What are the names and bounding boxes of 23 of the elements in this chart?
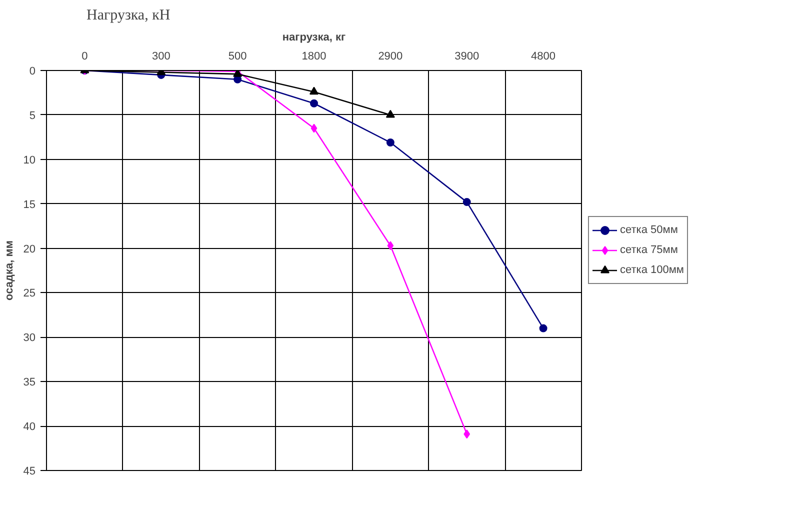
y-tick-label: 20 [23,243,36,256]
y-axis-title: осадка, мм [3,240,16,300]
y-tick-label: 30 [23,332,36,344]
x-tick-label: 300 [152,50,170,62]
chart-title: Нагрузка, кН [86,8,170,24]
y-tick-label: 0 [29,66,36,78]
x-tick-label: 500 [228,50,247,62]
x-tick-label: 4800 [531,50,556,62]
y-tick-label: 45 [23,466,36,478]
legend-label: сетка 75мм [620,244,678,256]
legend-label: сетка 100мм [620,264,684,276]
y-tick-label: 15 [23,198,36,211]
y-tick-label: 10 [23,154,36,166]
y-tick-label: 5 [29,110,36,122]
x-tick-label: 0 [82,50,88,62]
y-tick-label: 25 [23,288,36,300]
y-tick-label: 35 [23,376,36,389]
x-axis-title: нагрузка, кг [282,32,346,44]
x-tick-label: 2900 [378,50,403,62]
x-tick-label: 3900 [454,50,480,62]
legend-label: сетка 50мм [620,224,678,236]
y-tick-label: 40 [23,421,36,434]
x-tick-label: 1800 [302,50,326,62]
